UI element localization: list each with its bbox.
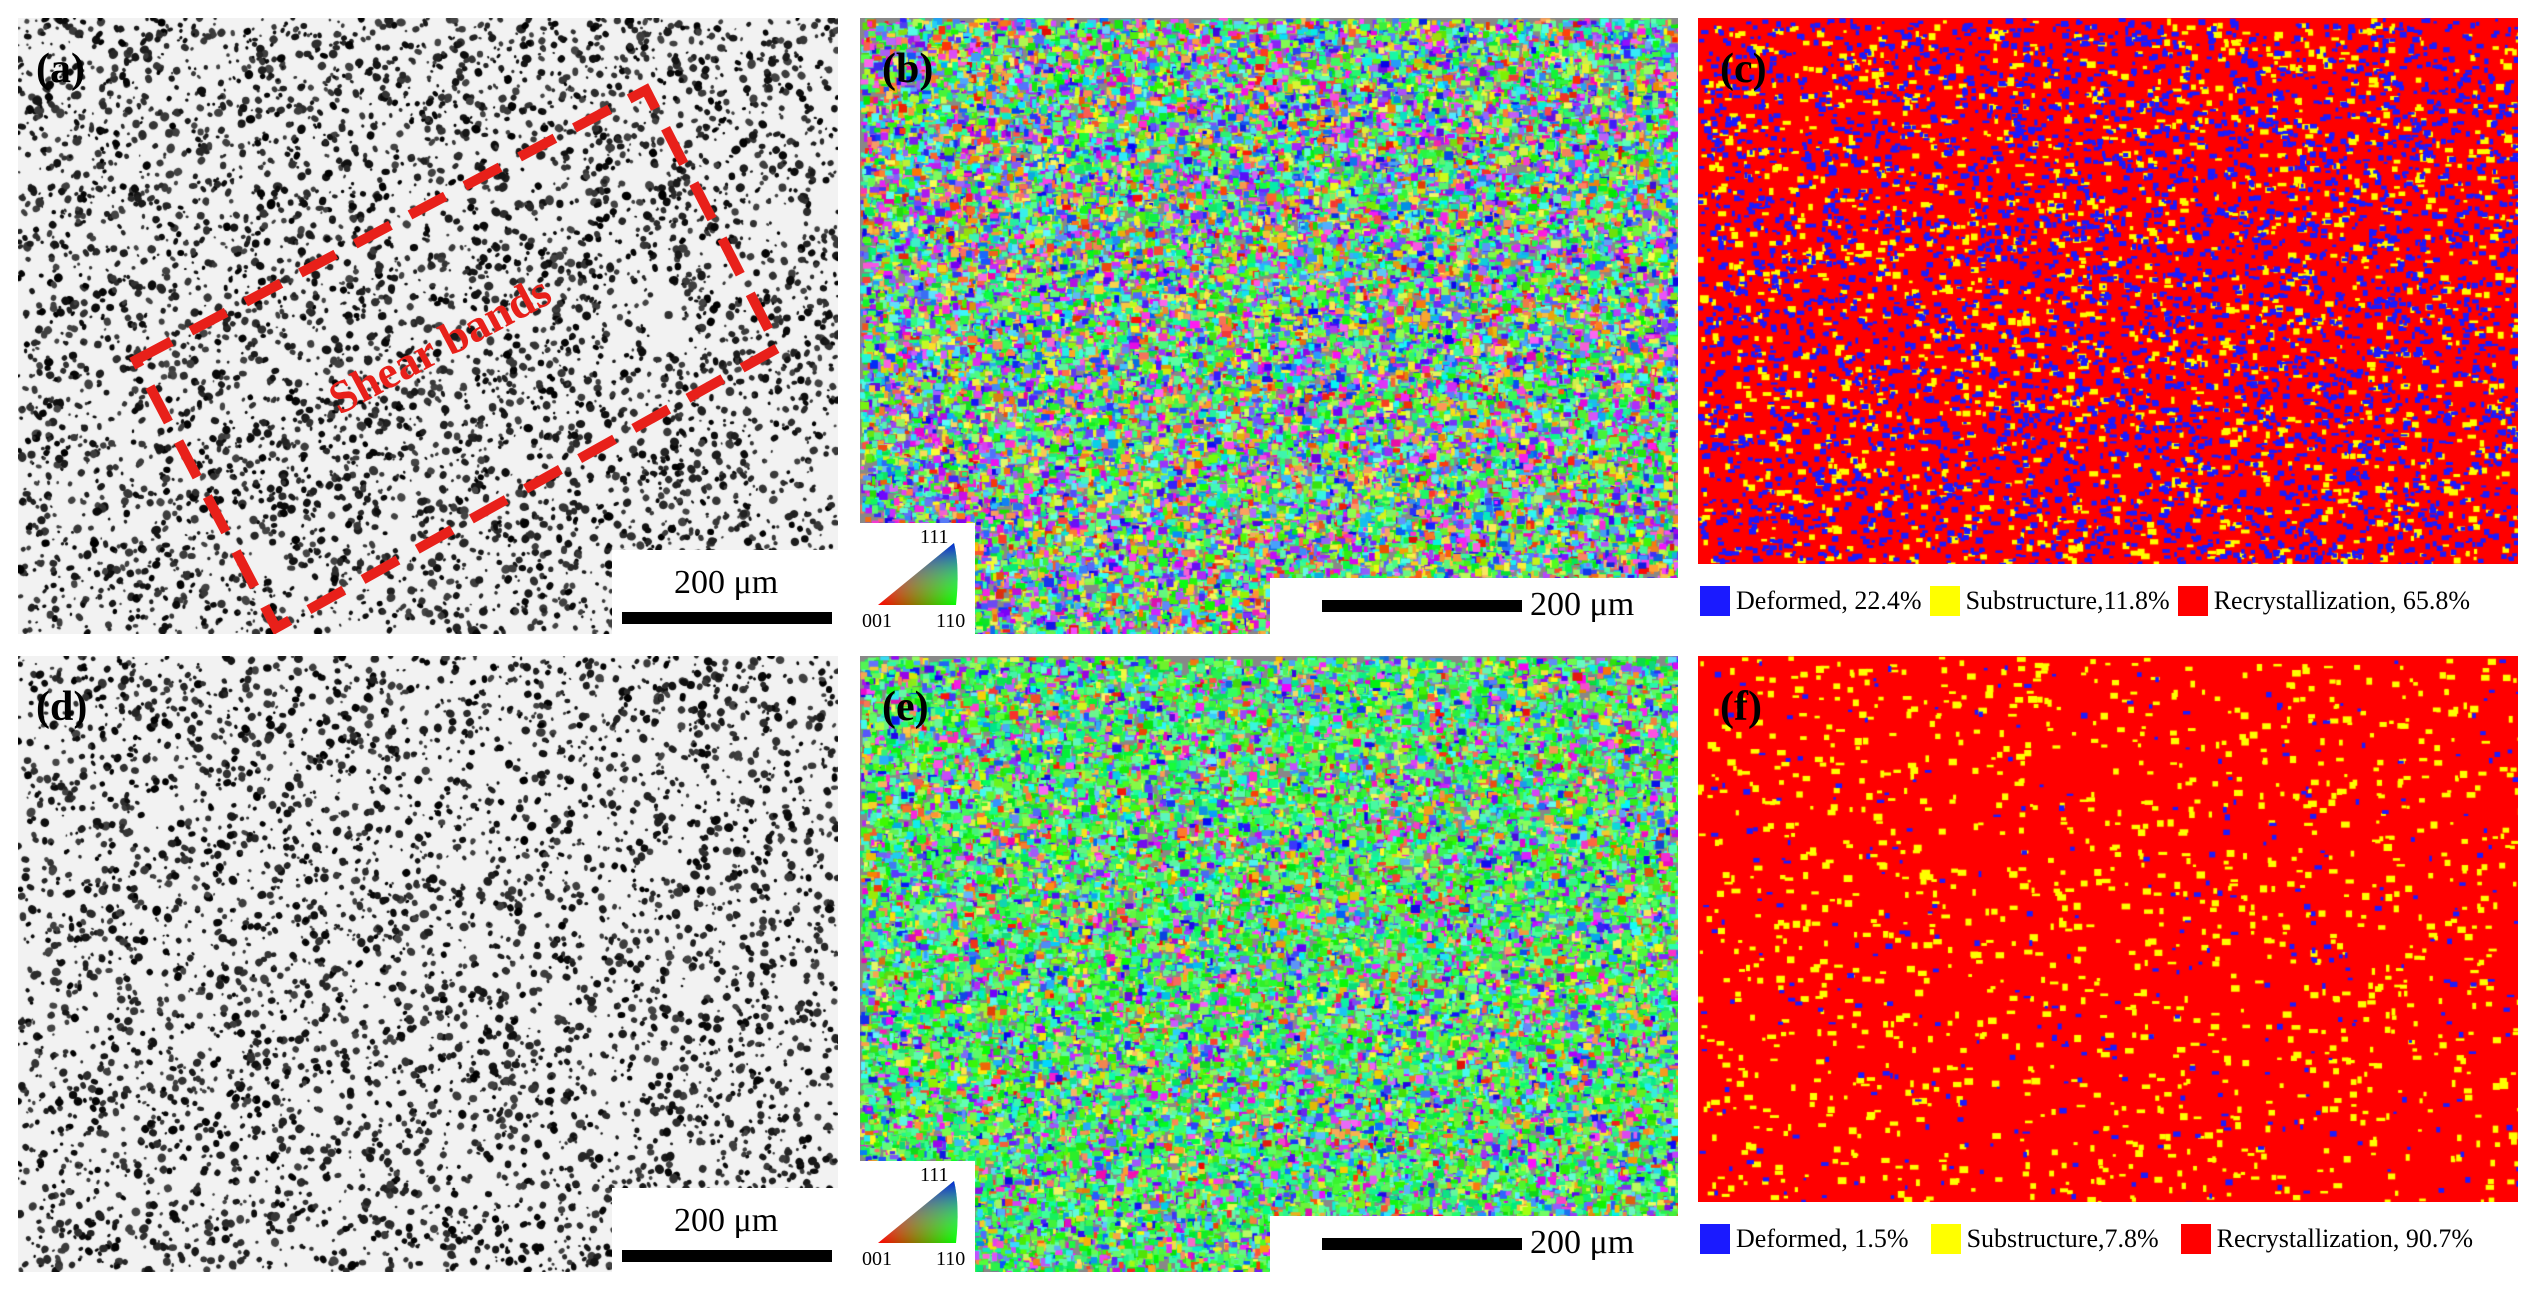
legend-top: Deformed, 22.4% Substructure,11.8% Recry… — [1700, 586, 2470, 616]
legend-item-recrystallization: Recrystallization, 65.8% — [2177, 586, 2470, 616]
scale-text-b: 200 μm — [1530, 586, 1635, 623]
deformed-swatch — [1700, 586, 1730, 616]
ipf-triangle-icon — [878, 543, 958, 605]
panel-label-d: (d) — [36, 684, 88, 730]
scale-text-a: 200 μm — [674, 564, 779, 601]
ipf-left-label: 001 — [862, 1248, 892, 1270]
ipf-top-label: 111 — [920, 526, 949, 548]
panel-f-grain-map: (f) — [1698, 656, 2518, 1202]
recrystallization-swatch — [2177, 586, 2208, 616]
ipf-triangle-icon — [878, 1181, 958, 1243]
deformed-swatch — [1700, 1224, 1730, 1254]
panel-label-f: (f) — [1720, 684, 1762, 730]
substructure-swatch — [1929, 586, 1960, 616]
legend-item-recrystallization: Recrystallization, 90.7% — [2180, 1224, 2473, 1254]
ipf-map-e — [860, 656, 1678, 1272]
shear-band-box — [129, 83, 785, 634]
recrystallization-swatch — [2180, 1224, 2211, 1254]
sem-image-d — [18, 656, 838, 1272]
scale-bar-d — [622, 1250, 832, 1262]
scale-bar-a — [622, 612, 832, 624]
panel-a-micrograph: Shear bands (a) 200 μm — [18, 18, 838, 634]
substructure-swatch — [1930, 1224, 1961, 1254]
ipf-key-e: 111 001 110 — [860, 1161, 975, 1272]
panel-b-ipf-map: (b) 111 001 110 — [860, 18, 1678, 634]
scale-bar-b — [1322, 600, 1522, 612]
ipf-left-label: 001 — [862, 610, 892, 632]
scale-bar-e — [1322, 1238, 1522, 1250]
legend-item-deformed: Deformed, 22.4% — [1700, 586, 1922, 616]
ipf-right-label: 110 — [936, 610, 966, 632]
legend-item-deformed: Deformed, 1.5% — [1700, 1224, 1909, 1254]
ipf-map-b — [860, 18, 1678, 634]
panel-c-grain-map: (c) — [1698, 18, 2518, 564]
ipf-key-b: 111 001 110 — [860, 523, 975, 634]
panel-label-c: (c) — [1720, 46, 1767, 92]
ipf-top-label: 111 — [920, 1164, 949, 1186]
panel-label-e: (e) — [882, 684, 929, 730]
legend-item-substructure: Substructure,11.8% — [1929, 586, 2170, 616]
panel-e-ipf-map: (e) 111 001 110 — [860, 656, 1678, 1272]
scale-text-d: 200 μm — [674, 1202, 779, 1239]
sem-image-a — [18, 18, 838, 634]
legend-item-substructure: Substructure,7.8% — [1930, 1224, 2159, 1254]
ipf-right-label: 110 — [936, 1248, 966, 1270]
panel-d-micrograph: (d) 200 μm — [18, 656, 838, 1272]
recrystallization-map-f — [1698, 656, 2518, 1202]
panel-label-a: (a) — [36, 46, 85, 92]
scale-text-e: 200 μm — [1530, 1224, 1635, 1261]
legend-bottom: Deformed, 1.5% Substructure,7.8% Recryst… — [1700, 1224, 2473, 1254]
panel-label-b: (b) — [882, 46, 934, 92]
recrystallization-map-c — [1698, 18, 2518, 564]
